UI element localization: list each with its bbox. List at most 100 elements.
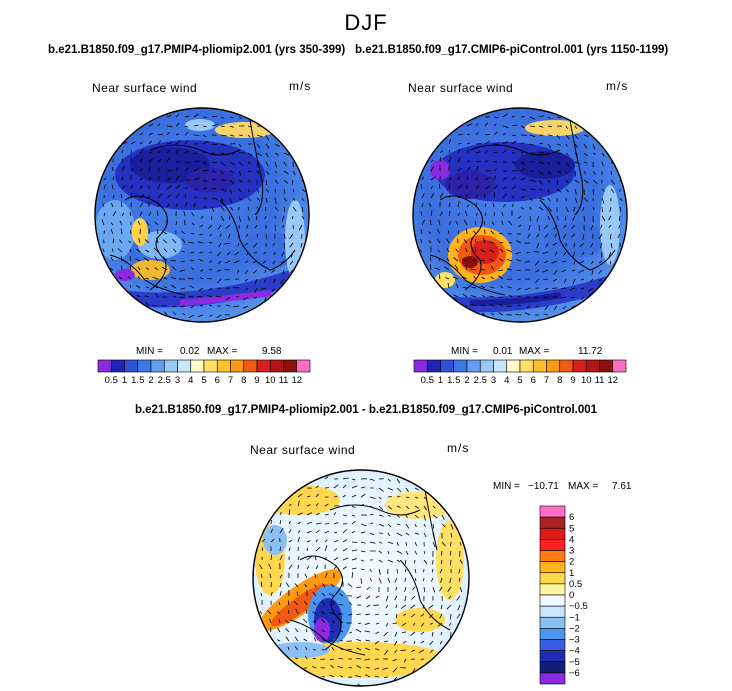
wind-vector (246, 224, 249, 229)
wind-vector (466, 123, 473, 127)
wind-vector (289, 242, 294, 248)
wind-vector (148, 176, 152, 181)
wind-vector (193, 152, 198, 155)
wind-vector (394, 649, 398, 654)
wind-vector (517, 304, 522, 307)
wind-vector (475, 143, 482, 145)
wind-vector (225, 304, 231, 307)
wind-vector (498, 269, 504, 272)
wind-vector (110, 257, 114, 262)
wind-vector (324, 539, 328, 543)
wind-vector (304, 601, 308, 606)
wind-vector (511, 134, 517, 137)
wind-vector (490, 230, 495, 235)
panel-right-colorbar-swatch (440, 359, 455, 373)
wind-vector (356, 586, 362, 588)
wind-vector (475, 176, 478, 181)
wind-vector (538, 197, 545, 201)
wind-vector (493, 212, 496, 217)
wind-vector (396, 478, 401, 484)
wind-vector (360, 531, 366, 534)
difference-colorbar-tick-label: −3 (569, 635, 580, 646)
wind-vector (184, 167, 189, 172)
wind-vector (437, 622, 443, 627)
difference-colorbar-swatch (539, 605, 566, 618)
wind-vector (574, 143, 579, 148)
wind-vector (198, 287, 204, 291)
wind-vector (242, 296, 249, 301)
wind-vector (191, 267, 195, 271)
wind-vector (423, 586, 426, 592)
wind-vector (501, 211, 504, 217)
wind-vector (184, 194, 187, 199)
wind-vector (547, 206, 552, 212)
wind-vector (229, 197, 233, 203)
wind-vector (438, 184, 441, 190)
wind-vector (414, 577, 417, 582)
wind-vector (181, 230, 186, 235)
wind-vector (265, 197, 268, 203)
difference-colorbar-tick-label: 0.5 (569, 579, 582, 590)
wind-vector (292, 206, 297, 212)
wind-vector (330, 664, 335, 669)
wind-vector (292, 215, 294, 220)
wind-vector (395, 613, 398, 619)
wind-vector (446, 248, 450, 253)
wind-vector (175, 122, 180, 127)
wind-vector (283, 170, 289, 175)
wind-vector (508, 220, 513, 226)
wind-vector (281, 224, 285, 228)
wind-vector (580, 278, 585, 281)
wind-vector (475, 185, 480, 190)
wind-vector (535, 305, 540, 307)
wind-vector (120, 201, 123, 208)
wind-vector (520, 188, 527, 191)
wind-vector (579, 260, 585, 264)
wind-vector (217, 269, 222, 272)
panel-right-colorbar-tick-label: 6 (531, 375, 536, 386)
wind-vector (414, 568, 417, 574)
wind-vector (175, 140, 181, 145)
wind-vector (265, 179, 268, 186)
wind-vector (348, 631, 353, 634)
wind-vector (265, 206, 267, 211)
wind-vector (473, 275, 477, 280)
wind-vector (312, 601, 317, 606)
wind-vector (229, 125, 234, 128)
wind-vector (157, 176, 161, 181)
wind-vector (387, 514, 391, 517)
wind-vector (422, 604, 425, 609)
wind-vector (538, 161, 545, 165)
wind-vector (314, 584, 317, 588)
wind-vector (437, 229, 441, 235)
panel-right-colorbar-tick-label: 2 (464, 375, 469, 386)
wind-vector (601, 188, 605, 192)
wind-vector (440, 631, 443, 636)
wind-vector (587, 287, 594, 292)
wind-vector (396, 550, 403, 555)
wind-vector (591, 251, 594, 256)
wind-vector (130, 141, 136, 145)
wind-vector (547, 188, 550, 194)
wind-vector (565, 134, 570, 140)
wind-vector (288, 509, 291, 516)
wind-vector (197, 241, 204, 244)
wind-vector (432, 523, 435, 529)
wind-vector (220, 134, 227, 137)
wind-vector (493, 123, 497, 127)
wind-vector (365, 647, 371, 651)
wind-vector (448, 221, 452, 226)
wind-vector (154, 256, 159, 262)
panel-left-colorbar-tick-label: 6 (215, 375, 220, 386)
wind-vector (618, 224, 621, 229)
wind-vector (520, 151, 525, 154)
wind-vector (282, 269, 285, 275)
wind-vector (598, 260, 603, 264)
wind-vector (184, 125, 189, 128)
wind-vector (110, 222, 114, 226)
panel-right-colorbar-tick-label: 1 (438, 375, 443, 386)
wind-vector (110, 229, 114, 235)
wind-vector (220, 161, 226, 166)
figure-title: DJF (344, 10, 388, 35)
